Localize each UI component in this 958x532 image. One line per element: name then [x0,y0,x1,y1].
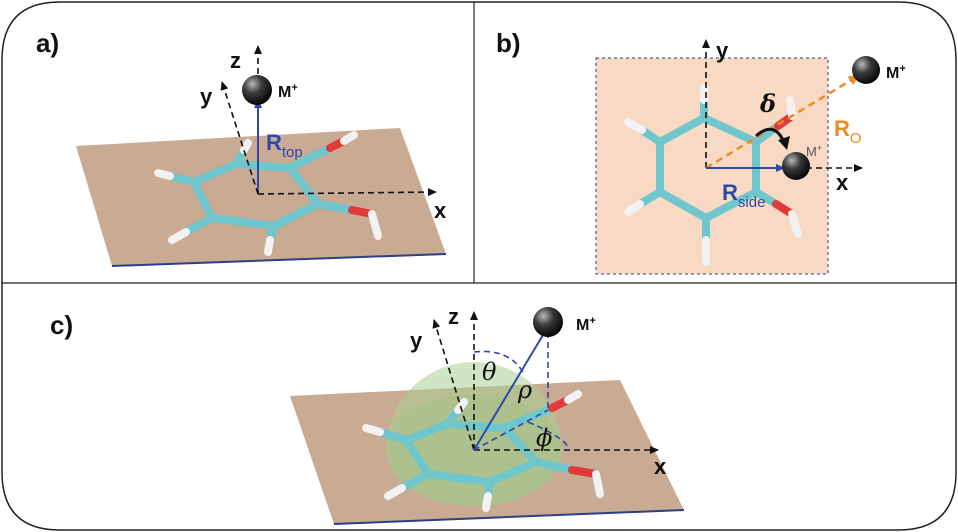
panel-c-y-label: y [410,328,423,353]
panel-c-y-axis [432,319,475,451]
panel-b-ion-side-label: M+ [806,143,822,159]
panel-c-ion-label: M+ [576,315,596,334]
panel-b-delta-arrowhead [778,136,790,150]
panel-b-ion-top-label: M+ [886,63,906,82]
panel-a-plane [76,128,446,266]
panel-c-x-label: x [654,454,667,479]
panel-a-x-label: x [434,198,447,223]
panel-b-ro-vector [705,74,860,170]
panel-b-molecule [624,84,802,266]
panel-c-ground-projection [473,409,549,451]
panel-b-y-label: y [716,38,729,63]
panel-c-axes [432,311,659,454]
panel-c-phi-label: ϕ [536,424,552,452]
panel-c-label: c) [50,310,73,340]
panel-b-ion-side-sphere [782,152,810,180]
panel-c-phi-arc [527,421,569,451]
panel-c-theta-label: θ [482,358,497,386]
panel-c-molecule [362,390,604,512]
panel-a-molecule [154,131,382,256]
panel-c-z-label: z [448,304,459,329]
panel-b-label: b) [496,28,521,58]
panel-b: b) [496,28,906,275]
panel-a: a) [36,28,447,267]
panel-c-rho-label: ρ [517,376,532,404]
panel-c-rho-vector [473,329,547,451]
panel-c-ion-sphere [533,307,563,337]
panel-c: c) [50,304,685,525]
panel-b-delta-label: δ [759,89,776,118]
panel-a-label: a) [36,28,59,58]
panel-c-plane-edge [333,509,685,525]
panel-b-x-label: x [836,170,849,195]
panel-b-rside-label: Rside [722,180,765,211]
panel-b-ion-top-sphere [852,56,880,84]
panel-b-ro-label: RO [834,116,862,147]
panel-a-ion-label: M+ [278,82,298,101]
panel-a-z-label: z [230,48,241,73]
panel-a-rtop-label: Rtop [266,130,303,161]
panel-a-plane-edge [111,253,447,267]
panel-a-ion-sphere [242,75,272,105]
panel-a-y-label: y [200,84,213,109]
